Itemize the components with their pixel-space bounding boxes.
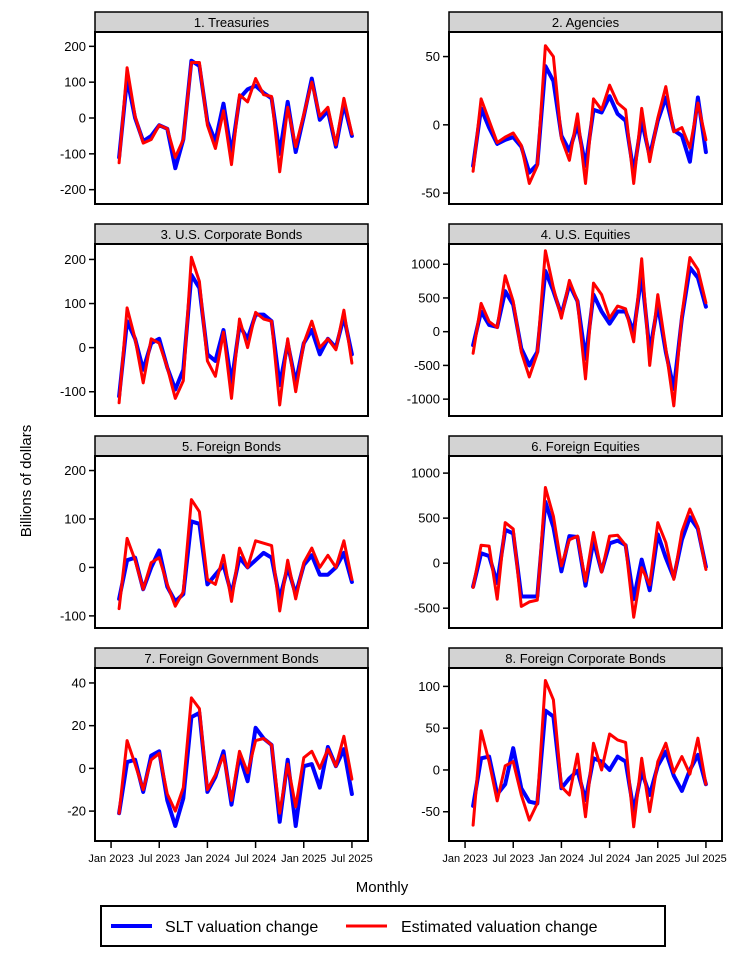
panel-u-s-corporate-bonds: 3. U.S. Corporate Bonds -100 0 100 200 [60, 223, 369, 417]
panel-title: 3. U.S. Corporate Bonds [161, 227, 303, 242]
legend-label-slt: SLT valuation change [165, 919, 318, 936]
y-axis-title: Billions of dollars [18, 425, 35, 538]
y-tick-label: 500 [418, 290, 440, 305]
y-tick-label: 100 [64, 511, 86, 526]
series-line-estimated [471, 486, 708, 619]
legend-label-estimated: Estimated valuation change [401, 919, 598, 936]
x-tick-label: Jan 2023 [88, 853, 133, 865]
x-tick-label: Jan 2023 [442, 853, 487, 865]
panel-agencies: 2. Agencies -50 0 50 [421, 11, 723, 205]
y-tick-label: 200 [64, 39, 86, 54]
panel-foreign-equities: 6. Foreign Equities -500 0 500 1000 [411, 435, 723, 629]
x-tick-label: Jul 2024 [235, 853, 277, 865]
y-tick-label: 0 [433, 762, 440, 777]
y-tick-label: -20 [67, 804, 86, 819]
y-tick-label: -200 [60, 182, 86, 197]
y-tick-label: 0 [79, 111, 86, 126]
y-tick-label: 100 [418, 679, 440, 694]
panel-title: 6. Foreign Equities [531, 439, 640, 454]
panel-foreign-government-bonds: 7. Foreign Government Bonds -20 0 20 40 Jan 2… [67, 647, 373, 865]
y-tick-label: 200 [64, 463, 86, 478]
panel-title: 1. Treasuries [194, 15, 270, 30]
panel-title: 5. Foreign Bonds [182, 439, 282, 454]
x-tick-label: Jan 2024 [539, 853, 584, 865]
x-tick-label: Jan 2025 [635, 853, 680, 865]
y-tick-label: 40 [72, 675, 86, 690]
y-tick-label: 0 [433, 117, 440, 132]
y-tick-label: 1000 [411, 257, 440, 272]
y-tick-label: 20 [72, 718, 86, 733]
y-tick-label: 200 [64, 252, 86, 267]
series-line-estimated [117, 255, 354, 407]
plot-frame [448, 455, 723, 629]
panel-title: 2. Agencies [552, 15, 620, 30]
y-tick-label: -1000 [407, 392, 440, 407]
legend: SLT valuation change Estimated valuation… [100, 905, 666, 947]
y-tick-label: 50 [426, 49, 440, 64]
y-tick-label: 100 [64, 296, 86, 311]
y-tick-label: -100 [60, 384, 86, 399]
y-tick-label: 0 [79, 560, 86, 575]
series-line-estimated [117, 61, 354, 174]
x-axis-title: Monthly [356, 879, 409, 896]
y-tick-label: 0 [433, 324, 440, 339]
panel-title: 8. Foreign Corporate Bonds [505, 651, 666, 666]
panel-title: 4. U.S. Equities [541, 227, 631, 242]
panel-title: 7. Foreign Government Bonds [144, 651, 319, 666]
x-tick-label: Jul 2025 [331, 853, 373, 865]
plot-frame [94, 667, 369, 842]
y-tick-label: 100 [64, 75, 86, 90]
y-tick-label: -100 [60, 608, 86, 623]
y-tick-label: -50 [421, 186, 440, 201]
y-tick-label: 0 [79, 340, 86, 355]
x-tick-label: Jan 2025 [281, 853, 326, 865]
y-tick-label: 50 [426, 721, 440, 736]
series-line-estimated [117, 498, 354, 613]
panel-treasuries: 1. Treasuries -200 -100 0 100 200 [60, 11, 369, 205]
panel-foreign-bonds: 5. Foreign Bonds -100 0 100 200 [60, 435, 369, 629]
x-tick-label: Jul 2023 [138, 853, 180, 865]
y-tick-label: -500 [414, 601, 440, 616]
x-tick-label: Jan 2024 [185, 853, 230, 865]
y-tick-label: 0 [433, 556, 440, 571]
x-tick-label: Jul 2024 [589, 853, 631, 865]
y-tick-label: 1000 [411, 466, 440, 481]
panel-u-s-equities: 4. U.S. Equities -1000 -500 0 500 1000 [407, 223, 723, 417]
x-tick-label: Jul 2023 [492, 853, 534, 865]
y-tick-label: 500 [418, 511, 440, 526]
series-line-estimated [471, 44, 708, 185]
y-tick-label: -500 [414, 358, 440, 373]
x-tick-label: Jul 2025 [685, 853, 727, 865]
panel-foreign-corporate-bonds: 8. Foreign Corporate Bonds -50 0 50 100 Jan 2… [418, 647, 727, 865]
series-line-estimated [117, 696, 354, 815]
series-line-estimated [471, 249, 708, 408]
y-tick-label: -50 [421, 804, 440, 819]
y-tick-label: 0 [79, 761, 86, 776]
series-line-estimated [471, 679, 708, 829]
y-tick-label: -100 [60, 146, 86, 161]
